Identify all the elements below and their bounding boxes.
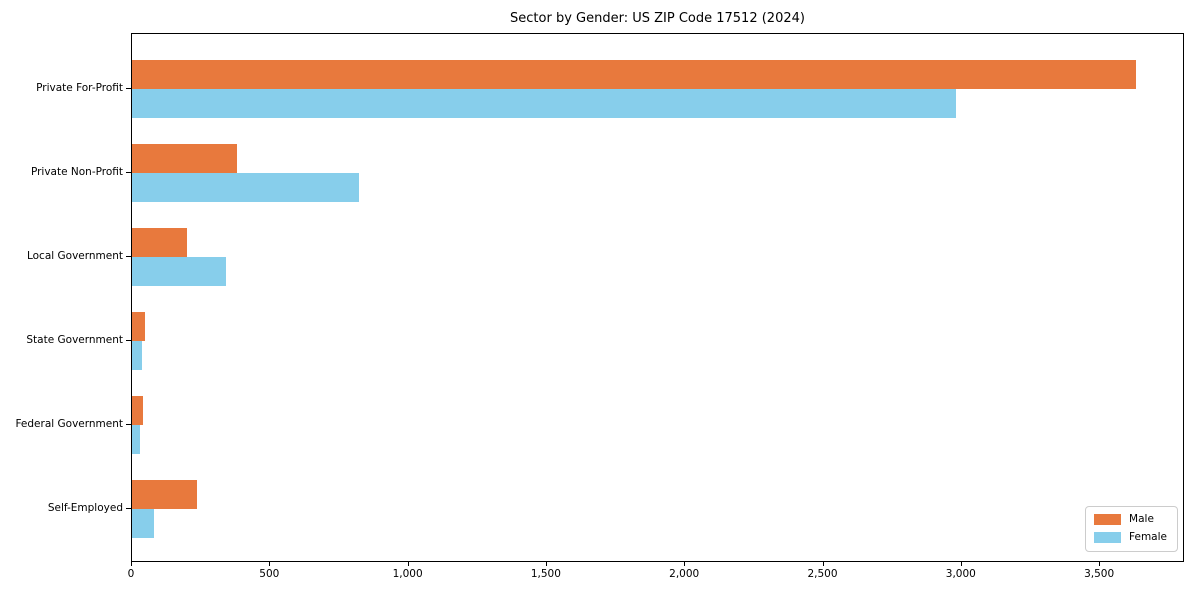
y-tick-label: Private For-Profit — [36, 82, 123, 94]
bar-male-1 — [132, 144, 238, 173]
legend-label-male: Male — [1129, 513, 1154, 526]
bar-male-3 — [132, 312, 145, 341]
legend: Male Female — [1085, 506, 1178, 552]
x-tick-label: 3,000 — [945, 568, 976, 580]
bar-female-0 — [132, 89, 957, 118]
y-tick-label: Self-Employed — [47, 502, 123, 514]
bar-female-3 — [132, 341, 142, 370]
bar-female-5 — [132, 509, 155, 538]
chart-title: Sector by Gender: US ZIP Code 17512 (202… — [510, 11, 805, 26]
y-tick-label: Private Non-Profit — [30, 166, 123, 178]
legend-swatch-male — [1094, 514, 1122, 525]
x-tick-mark — [684, 562, 686, 566]
y-tick-label: State Government — [26, 334, 123, 346]
x-tick-mark — [822, 562, 824, 566]
bar-female-4 — [132, 425, 140, 454]
y-tick-label: Local Government — [26, 250, 123, 262]
bar-male-4 — [132, 396, 144, 425]
x-tick-mark — [545, 562, 547, 566]
plot-area: Male Female — [131, 33, 1184, 562]
bar-male-0 — [132, 60, 1136, 89]
legend-entry-male: Male — [1094, 514, 1167, 525]
bar-male-5 — [132, 480, 197, 509]
x-tick-label: 1,000 — [392, 568, 423, 580]
x-tick-label: 1,500 — [530, 568, 561, 580]
bar-female-1 — [132, 173, 359, 202]
x-tick-mark — [407, 562, 409, 566]
x-tick-mark — [131, 562, 132, 566]
x-tick-label: 2,000 — [669, 568, 700, 580]
x-tick-mark — [1099, 562, 1101, 566]
x-tick-mark — [269, 562, 271, 566]
x-tick-label: 2,500 — [807, 568, 838, 580]
legend-label-female: Female — [1129, 531, 1167, 544]
bar-female-2 — [132, 257, 226, 286]
legend-swatch-female — [1094, 532, 1122, 543]
legend-entry-female: Female — [1094, 532, 1167, 543]
y-tick-label: Federal Government — [15, 418, 123, 430]
x-tick-label: 0 — [127, 568, 135, 580]
x-tick-mark — [960, 562, 962, 566]
bar-male-2 — [132, 228, 188, 257]
x-tick-label: 500 — [259, 568, 280, 580]
x-tick-label: 3,500 — [1084, 568, 1115, 580]
